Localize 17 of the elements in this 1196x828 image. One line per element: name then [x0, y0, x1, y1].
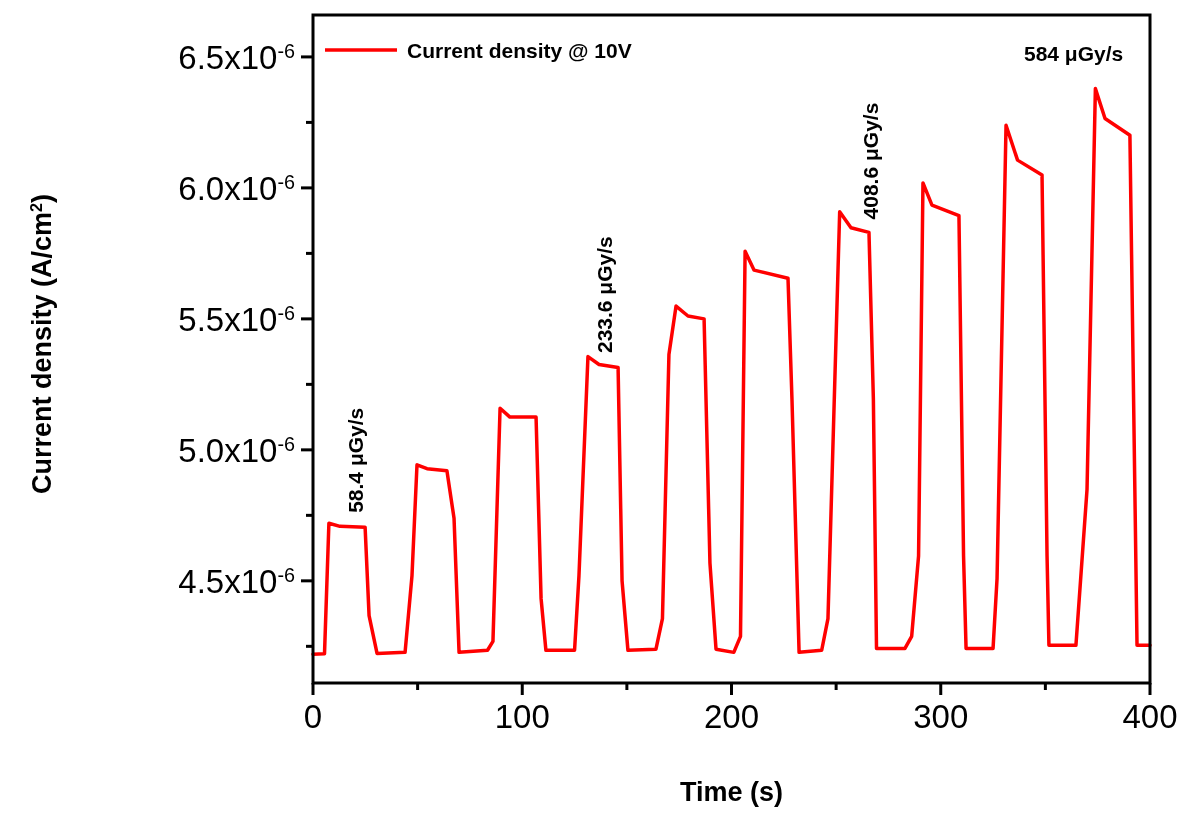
line-series: [311, 86, 1152, 656]
x-tick-label: 200: [703, 698, 760, 735]
y-tick-label: 4.5x10$^{-6}$: [178, 562, 295, 600]
x-tick-label: 400: [1122, 698, 1178, 735]
annotation: 233.6 μGy/s: [592, 236, 616, 354]
y-tick-label: 6.5x10$^{-6}$: [178, 38, 295, 76]
x-tick-label: 100: [494, 698, 550, 735]
x-tick-label: 0: [303, 698, 323, 735]
legend-label: Current density @ 10V: [407, 39, 632, 62]
annotation: 408.6 μGy/s: [858, 102, 882, 220]
y-tick-label: 5.0x10$^{-6}$: [178, 431, 295, 469]
x-tick-label: 300: [913, 698, 969, 735]
x-axis-title: Time (s): [679, 777, 784, 807]
annotation: 584 μGy/s: [1023, 41, 1124, 65]
y-tick-label: 5.5x10$^{-6}$: [178, 300, 295, 338]
annotation: 58.4 μGy/s: [343, 407, 367, 513]
y-tick-label: 6.0x10$^{-6}$: [178, 169, 295, 207]
